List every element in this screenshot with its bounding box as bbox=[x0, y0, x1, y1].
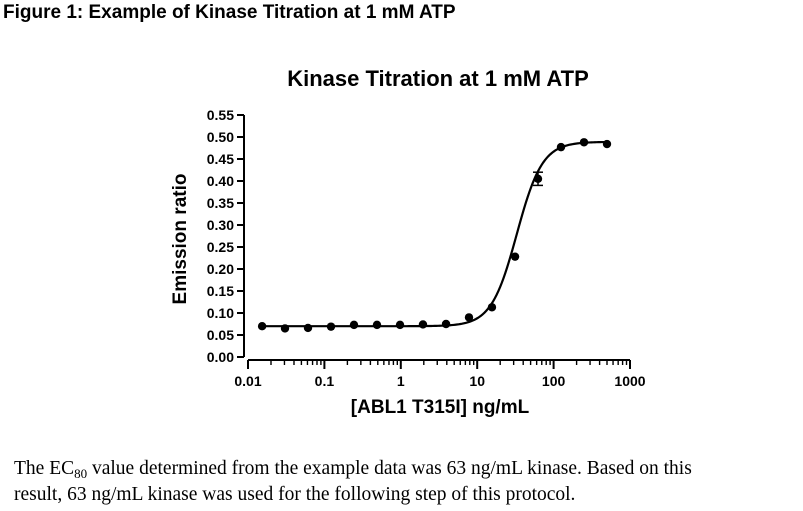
y-tick-label: 0.45 bbox=[207, 151, 234, 167]
y-tick-label: 0.55 bbox=[207, 107, 234, 123]
x-tick-label: 0.1 bbox=[315, 373, 335, 389]
caption-line1-rest: value determined from the example data w… bbox=[87, 458, 692, 479]
y-tick-label: 0.00 bbox=[207, 349, 234, 365]
y-tick-label: 0.25 bbox=[207, 239, 234, 255]
y-tick-label: 0.35 bbox=[207, 195, 234, 211]
y-tick-label: 0.20 bbox=[207, 261, 234, 277]
y-tick-label: 0.15 bbox=[207, 283, 234, 299]
x-tick-label: 1 bbox=[397, 373, 405, 389]
y-tick-label: 0.05 bbox=[207, 327, 234, 343]
y-axis: 0.00 0.05 0.10 0.15 0.20 0.25 0.30 0.35 0.40 0.45… bbox=[207, 107, 245, 365]
data-point bbox=[280, 324, 290, 333]
data-point bbox=[464, 313, 474, 322]
chart-title: Kinase Titration at 1 mM ATP bbox=[287, 66, 589, 91]
y-tick-label: 0.50 bbox=[207, 129, 234, 145]
x-tick-label: 10 bbox=[469, 373, 485, 389]
x-axis-label: [ABL1 T315I] ng/mL bbox=[351, 397, 530, 418]
data-point bbox=[418, 320, 428, 329]
x-tick-label: 0.01 bbox=[234, 373, 261, 389]
data-point bbox=[257, 322, 267, 331]
data-point bbox=[349, 320, 359, 330]
data-point bbox=[579, 138, 589, 147]
data-point bbox=[602, 139, 612, 149]
data-point bbox=[487, 303, 497, 312]
data-point bbox=[441, 319, 451, 329]
caption-subscript: 80 bbox=[74, 466, 88, 481]
fit-curve bbox=[262, 140, 608, 328]
data-point bbox=[326, 322, 336, 331]
x-tick-label: 100 bbox=[542, 373, 566, 389]
data-point bbox=[533, 174, 543, 183]
data-point bbox=[510, 252, 520, 261]
figure-title: Figure 1: Example of Kinase Titration at… bbox=[3, 2, 456, 23]
y-tick-label: 0.10 bbox=[207, 305, 234, 321]
data-points bbox=[257, 138, 612, 333]
caption-line2: result, 63 ng/mL kinase was used for the… bbox=[14, 484, 576, 505]
data-point bbox=[395, 320, 405, 330]
y-axis-label: Emission ratio bbox=[170, 174, 191, 305]
x-axis: 0.01 0.1 1 10 100 1000 bbox=[234, 359, 646, 389]
data-point bbox=[372, 320, 382, 330]
caption-prefix: The EC bbox=[14, 458, 75, 479]
y-tick-label: 0.30 bbox=[207, 217, 234, 233]
x-tick-label: 1000 bbox=[614, 373, 645, 389]
data-point bbox=[303, 323, 313, 333]
data-point bbox=[556, 142, 566, 152]
kinase-titration-chart: Kinase Titration at 1 mM ATP 0.00 0.05 0.1… bbox=[170, 66, 646, 418]
caption: The EC80 value determined from the examp… bbox=[14, 456, 803, 508]
y-tick-label: 0.40 bbox=[207, 173, 234, 189]
